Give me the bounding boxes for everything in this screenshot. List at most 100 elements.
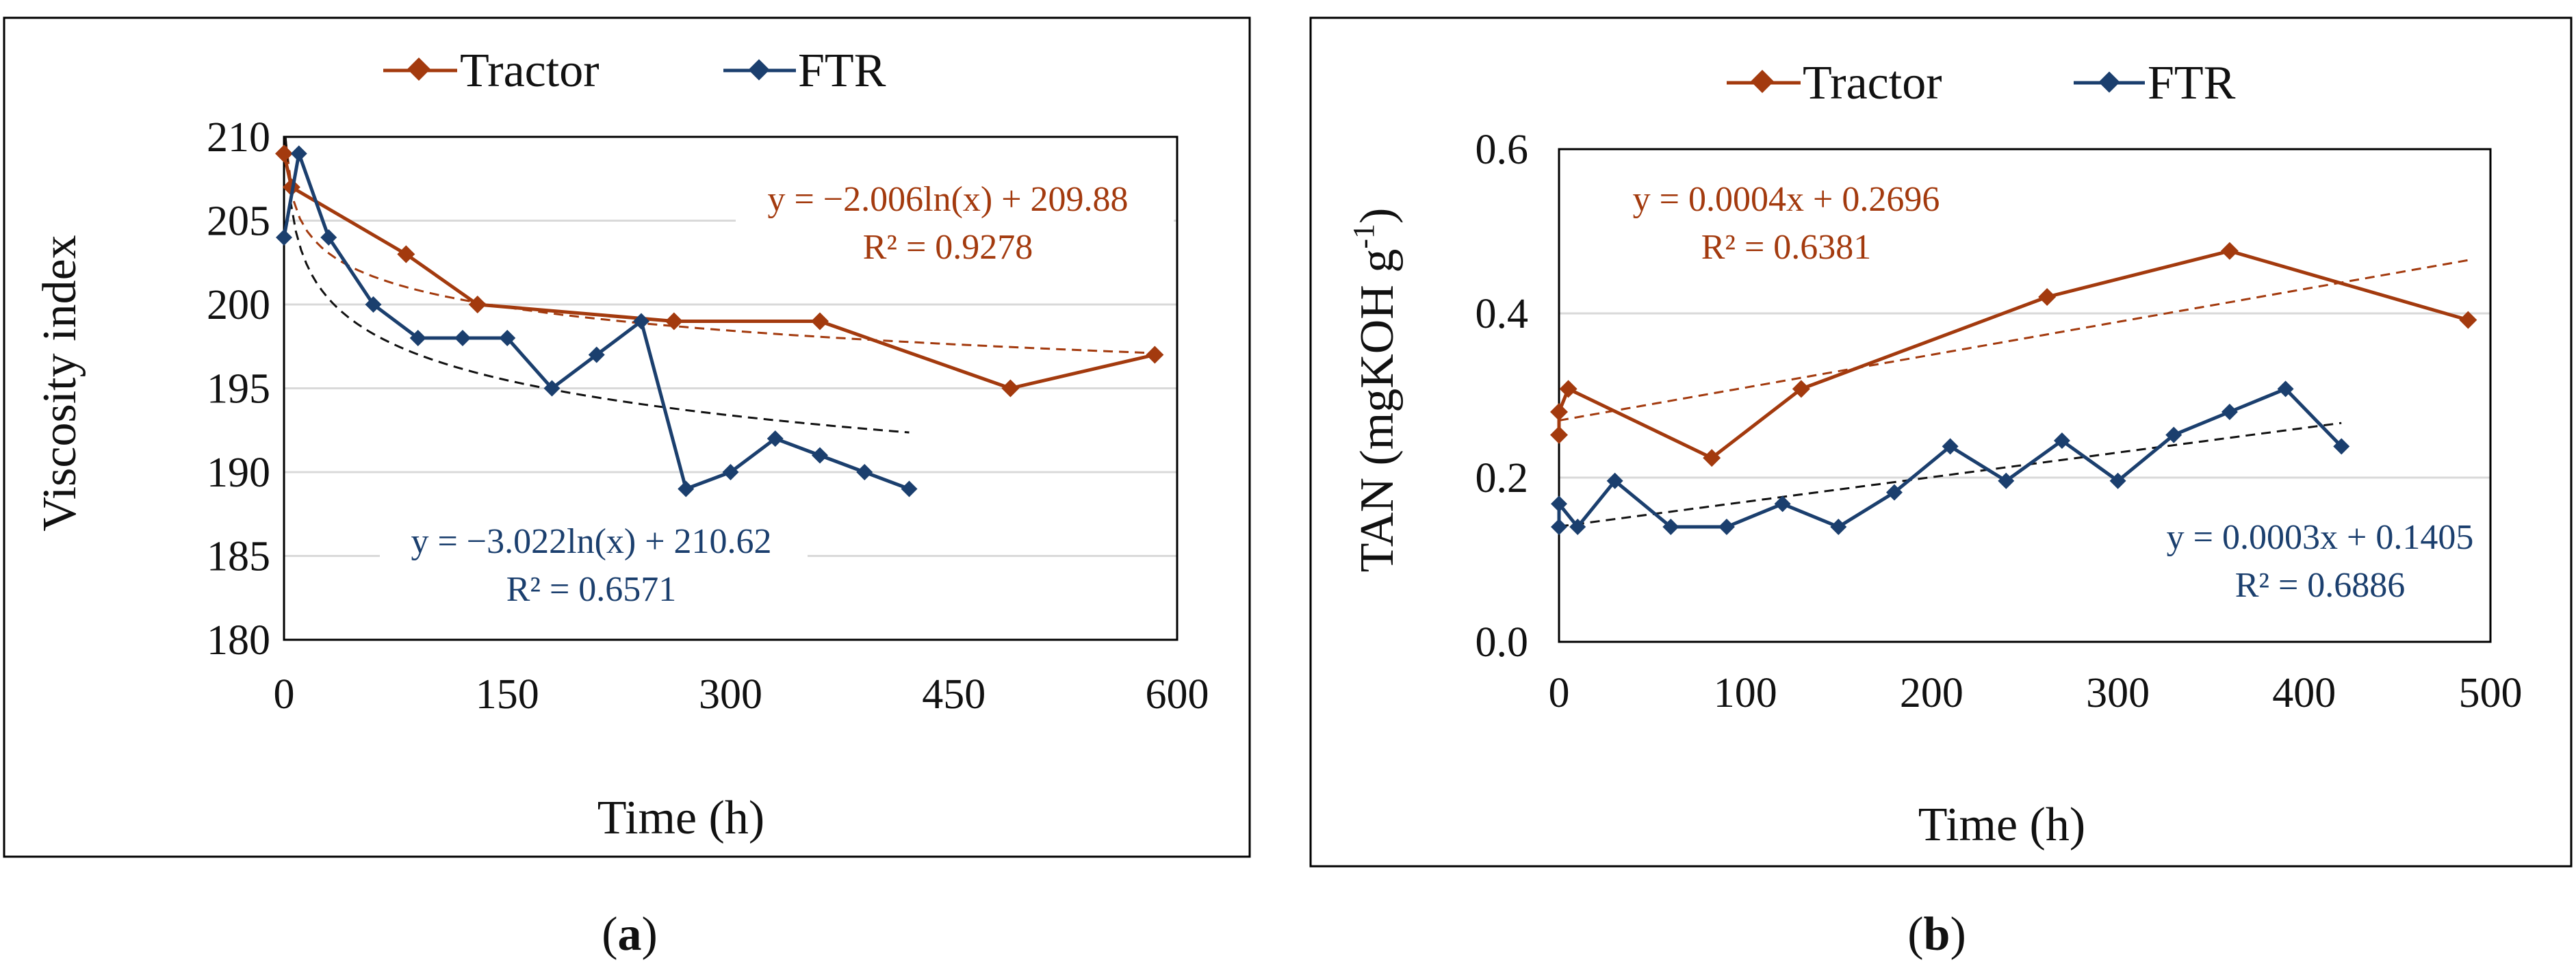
chart-b-r2-ftr: R² = 0.6886 <box>2235 566 2406 605</box>
chart-a-series-ftr-point <box>290 145 307 162</box>
chart-b-series-ftr-point <box>1774 495 1791 513</box>
chart-b-series-tractor-point <box>2038 288 2057 306</box>
chart-b-equation-ftr-bg <box>2091 513 2488 609</box>
panel-b-label-open: ( <box>1907 908 1923 961</box>
chart-b-series-ftr-point <box>1569 519 1586 535</box>
chart-a-series-ftr-point <box>409 330 426 346</box>
chart-b-trendline-ftr <box>1558 421 2342 528</box>
chart-b-series-ftr-point <box>2053 432 2070 449</box>
chart-a-series-ftr-point <box>320 229 337 246</box>
chart-b-series-ftr-point <box>2277 380 2294 398</box>
chart-a-series-ftr-point <box>454 330 471 346</box>
legend-a-ftr-label: FTR <box>798 44 886 97</box>
chart-a-series-ftr-point <box>633 313 649 330</box>
chart-b-y-tick-label: 0.0 <box>1476 619 1529 666</box>
chart-b-y-tick-label: 0.4 <box>1476 291 1529 337</box>
chart-b-y-axis-title-end: ) <box>1351 208 1404 224</box>
chart-a-x-tick-label: 450 <box>922 671 986 718</box>
chart-a-r2-ftr: R² = 0.6571 <box>506 570 677 609</box>
chart-b-x-axis-title: Time (h) <box>1918 799 2085 851</box>
chart-a-frame <box>3 16 1251 858</box>
chart-a-series-ftr-point <box>722 464 739 480</box>
chart-a-series-tractor-point <box>811 312 829 330</box>
chart-b: 0.0 0.2 0.4 0.6 0 100 200 300 400 500 y = 0.0004x … <box>1476 127 2523 716</box>
chart-b-series-ftr-point <box>1718 519 1735 535</box>
chart-a-series-tractor-point <box>275 144 293 163</box>
chart-b-series-ftr-point <box>2165 426 2182 443</box>
chart-b-x-tick-label: 300 <box>2086 670 2150 716</box>
legend-a-ftr-marker <box>748 59 770 81</box>
chart-b-series-ftr-point <box>1885 484 1903 501</box>
chart-a-series-ftr-point <box>588 346 605 363</box>
chart-b-series-ftr-point <box>2221 404 2238 420</box>
chart-a-plot-area <box>283 135 1178 641</box>
chart-a-y-tick-label: 200 <box>207 282 270 328</box>
chart-a-series-ftr-point <box>365 296 382 313</box>
legend-b-ftr-label: FTR <box>2148 57 2236 109</box>
chart-b-series-tractor-point <box>1550 426 1568 444</box>
panel-a-label-close: ) <box>642 908 658 961</box>
chart-b-series-ftr-point <box>1830 519 1847 535</box>
chart-a-trendline-tractor <box>284 138 1155 354</box>
chart-b-series-tractor-point <box>2220 242 2239 260</box>
chart-a-x-tick-label: 300 <box>699 671 762 718</box>
chart-a-series-tractor-point <box>1001 379 1020 398</box>
chart-a-x-tick-label: 0 <box>274 671 295 718</box>
panel-b-label-close: ) <box>1950 908 1966 961</box>
chart-a-y-tick-label: 205 <box>207 198 270 245</box>
chart-b-equation-tractor: y = 0.0004x + 0.2696 <box>1633 180 1940 219</box>
chart-a-series-ftr-point <box>767 430 784 447</box>
chart-a-series-ftr-point <box>856 464 873 480</box>
chart-a-series-ftr-point <box>543 380 561 397</box>
chart-b-series-ftr-point <box>1606 472 1623 489</box>
chart-a-y-axis-title: Viscosity index <box>34 235 86 531</box>
chart-a-series-ftr-point <box>499 330 516 346</box>
chart-a-series-ftr-point <box>901 480 918 497</box>
chart-b-r2-tractor: R² = 0.6381 <box>1701 228 1872 267</box>
chart-b-series-tractor-point <box>1550 403 1568 421</box>
chart-a-equation-ftr: y = −3.022ln(x) + 210.62 <box>411 522 771 561</box>
chart-a-series-tractor-point <box>1146 346 1164 364</box>
legend-a-tractor-label: Tractor <box>460 44 600 97</box>
chart-a-equation-tractor: y = −2.006ln(x) + 209.88 <box>767 180 1128 219</box>
chart-b-x-tick-label: 100 <box>1714 670 1777 716</box>
legend-b-tractor-marker <box>1751 70 1774 93</box>
chart-b-series-ftr-point <box>1942 438 1959 455</box>
chart-a: 180 185 190 195 200 205 210 0 150 300 450 600 y = −2… <box>207 114 1209 718</box>
legend-b-tractor-label: Tractor <box>1803 57 1942 109</box>
chart-a-series-tractor-point <box>468 296 487 313</box>
chart-a-r2-tractor: R² = 0.9278 <box>863 228 1033 267</box>
chart-b-x-tick-label: 400 <box>2272 670 2336 716</box>
chart-a-series-tractor-point <box>665 312 683 330</box>
chart-b-y-axis-title-sup: -1 <box>1347 224 1380 249</box>
chart-b-series-tractor-point <box>2459 311 2477 329</box>
chart-b-y-axis-title-main: TAN (mgKOH g <box>1351 249 1404 573</box>
chart-a-y-tick-label: 210 <box>207 114 270 161</box>
chart-a-trendline-ftr <box>284 136 910 434</box>
chart-a-series-ftr-point <box>812 447 828 464</box>
chart-b-series-ftr-point <box>2333 438 2350 455</box>
chart-a-series-ftr-point <box>678 480 695 497</box>
chart-a-y-tick-label: 195 <box>207 366 270 413</box>
chart-b-trendline-tractor <box>1558 259 2469 421</box>
chart-a-series-ftr-line <box>282 152 910 491</box>
chart-b-y-tick-label: 0.2 <box>1476 455 1529 502</box>
chart-a-x-tick-label: 600 <box>1146 671 1209 718</box>
chart-b-equation-ftr: y = 0.0003x + 0.1405 <box>2167 518 2474 557</box>
chart-a-series-tractor-line <box>282 153 1155 390</box>
chart-a-legend: Tractor FTR <box>383 44 886 97</box>
chart-b-series-ftr-point <box>1551 519 1567 535</box>
legend-b-ftr-marker <box>2098 71 2120 93</box>
chart-b-y-axis-title: TAN (mgKOH g-1) <box>1347 208 1404 573</box>
chart-a-series-tractor-point <box>397 245 415 263</box>
chart-b-x-tick-label: 200 <box>1900 670 1963 716</box>
chart-a-x-axis-title: Time (h) <box>597 792 764 844</box>
chart-b-series-tractor-point <box>1792 380 1810 398</box>
chart-b-series-tractor-point <box>1703 449 1721 467</box>
chart-b-series-ftr-point <box>1998 472 2015 489</box>
chart-b-series-tractor-line <box>1557 249 2469 460</box>
chart-a-y-tick-label: 185 <box>207 534 270 580</box>
chart-b-x-tick-label: 0 <box>1549 670 1570 716</box>
panel-b-label: (b) <box>1907 908 1966 961</box>
chart-a-y-tick-label: 180 <box>207 617 270 664</box>
